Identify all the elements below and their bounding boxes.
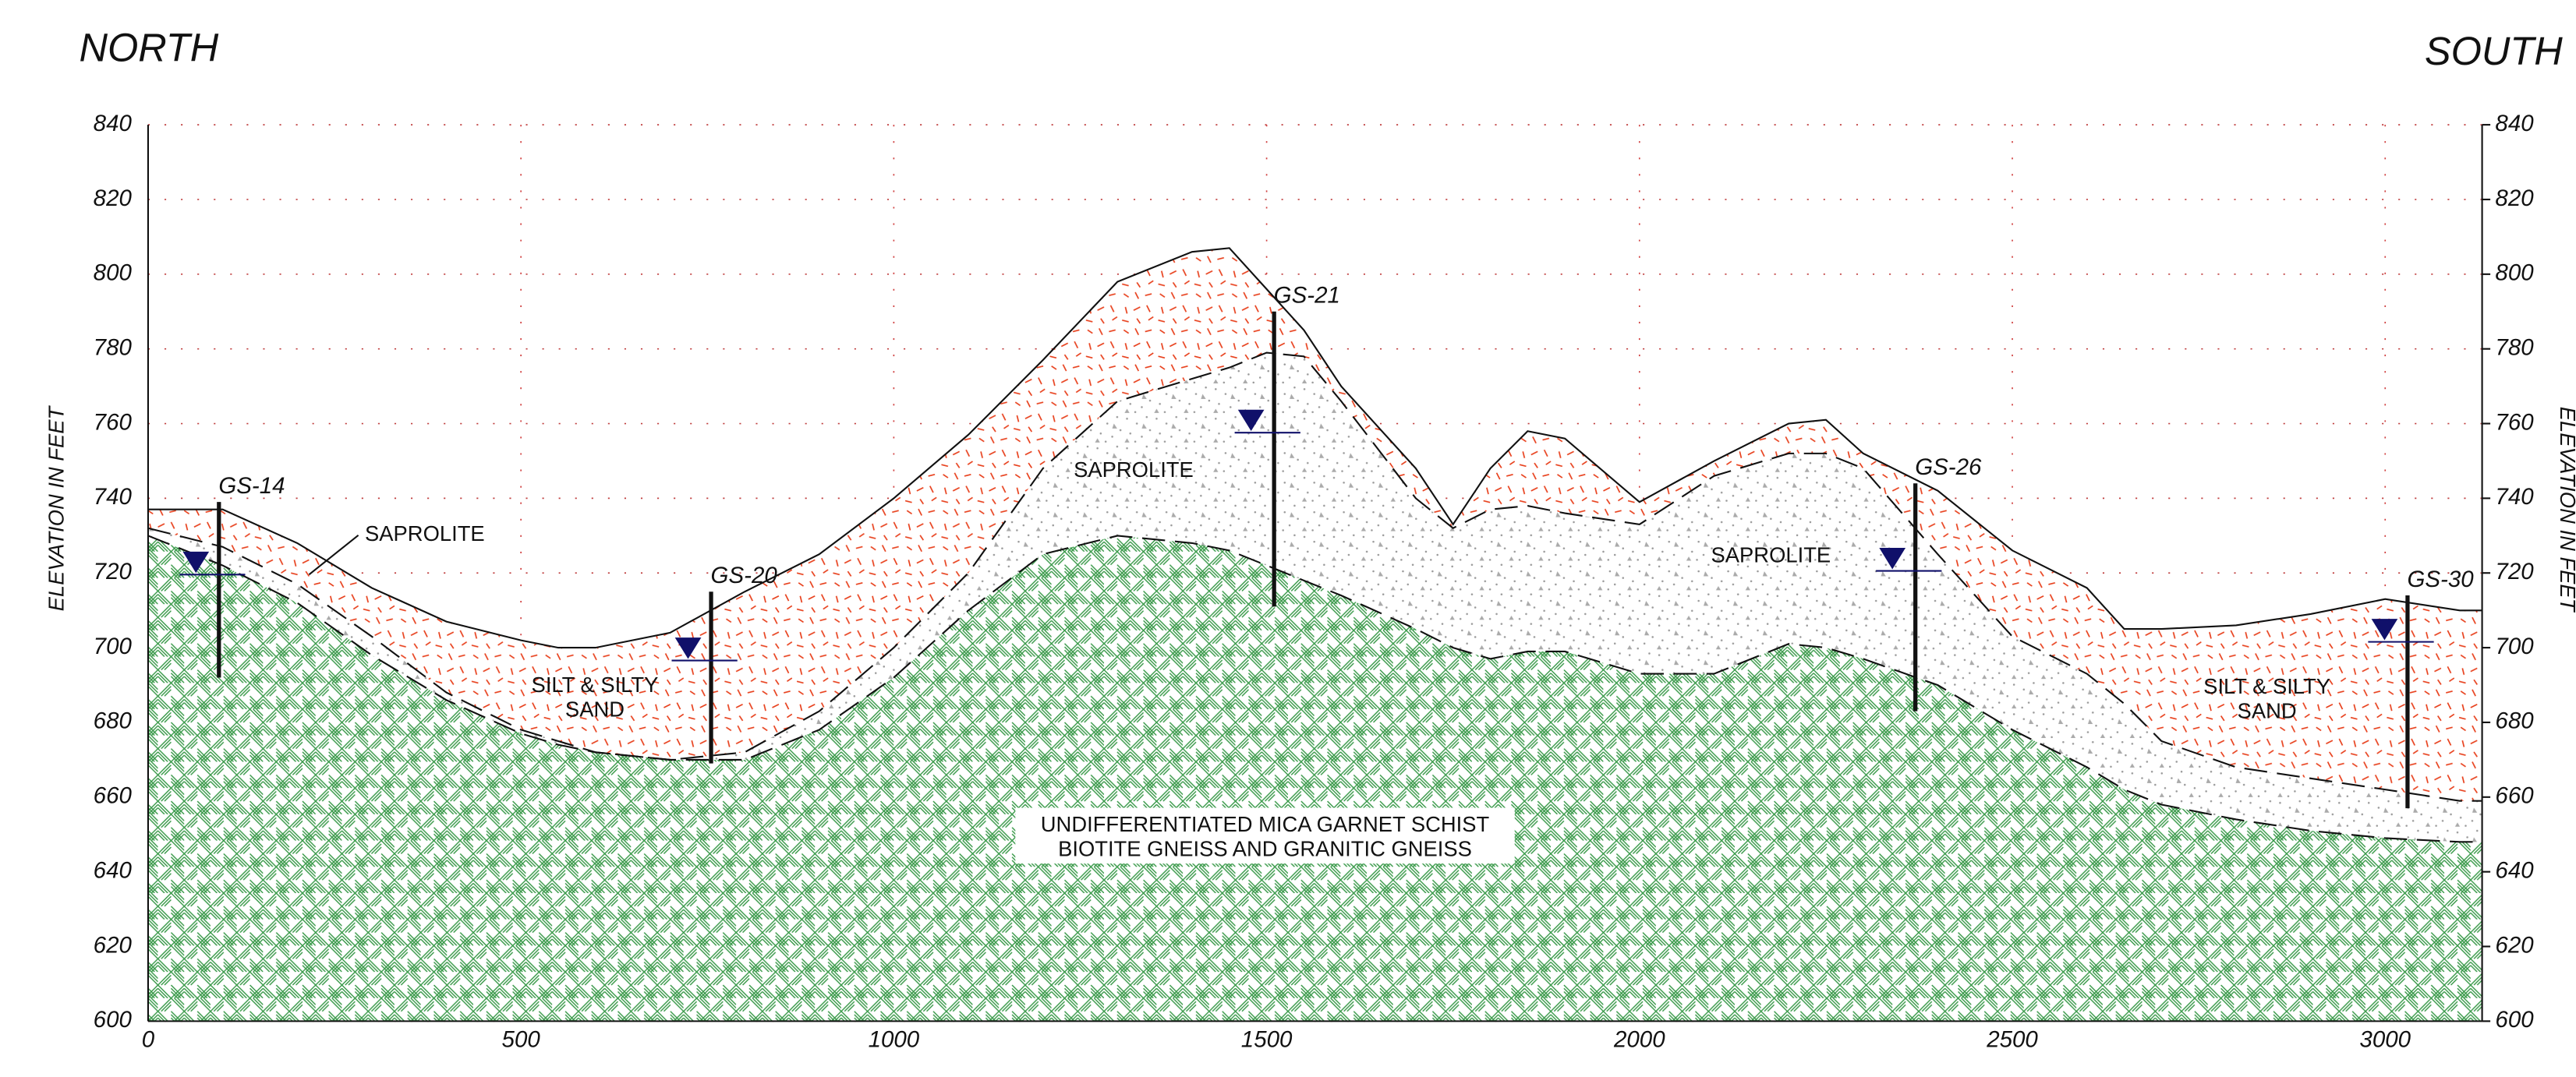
x-tick-label: 3000 [2359, 1026, 2411, 1052]
x-tick-label: 1500 [1241, 1026, 1293, 1052]
y-tick-label: 800 [94, 260, 133, 286]
layer-label: BIOTITE GNEISS AND GRANITIC GNEISS [1058, 837, 1472, 861]
borehole-label: GS-30 [2407, 567, 2474, 592]
y-tick-label: 600 [94, 1007, 133, 1033]
y-tick-label: 680 [94, 708, 133, 734]
y-tick-label: 820 [94, 185, 133, 211]
y-tick-label: 800 [2495, 260, 2534, 286]
y-tick-label: 840 [94, 111, 133, 136]
y-tick-label: 620 [2495, 932, 2534, 958]
x-tick-label: 2500 [1986, 1026, 2038, 1052]
y-tick-label: 700 [94, 634, 133, 659]
layer-label: SAPROLITE [1074, 457, 1194, 482]
y-tick-label: 680 [2495, 708, 2534, 734]
layer-label: SAND [565, 697, 625, 721]
layer-label: SAND [2238, 699, 2297, 723]
y-tick-label: 720 [94, 559, 133, 584]
borehole-label: GS-14 [218, 473, 285, 499]
x-tick-label: 500 [502, 1026, 541, 1052]
y-tick-label: 760 [2495, 409, 2534, 435]
y-tick-label: 700 [2495, 634, 2534, 659]
layer-label: SILT & SILTY [2203, 674, 2330, 698]
borehole-label: GS-20 [711, 563, 778, 588]
y-tick-label: 780 [2495, 334, 2534, 360]
y-tick-label: 780 [94, 334, 133, 360]
y-tick-label: 660 [2495, 783, 2534, 809]
chart: NORTH SOUTH ELEVATION IN FEET ELEVATION … [0, 0, 2576, 1077]
y-tick-label: 740 [94, 484, 133, 510]
layer-label: SILT & SILTY [532, 673, 659, 697]
y-tick-label: 640 [2495, 857, 2534, 883]
south-label: SOUTH [2425, 29, 2563, 73]
y-tick-label: 740 [2495, 484, 2534, 510]
layer-label: UNDIFFERENTIATED MICA GARNET SCHIST [1041, 812, 1490, 836]
y-tick-label: 760 [94, 409, 133, 435]
x-tick-label: 2000 [1613, 1026, 1665, 1052]
y-tick-label: 620 [94, 932, 133, 958]
borehole-label: GS-21 [1274, 283, 1340, 309]
y-axis-label: ELEVATION IN FEET [44, 404, 68, 611]
layer-label: SAPROLITE [1711, 542, 1831, 567]
y-tick-label: 600 [2495, 1007, 2534, 1033]
north-label: NORTH [79, 26, 218, 70]
y-tick-label: 720 [2495, 559, 2534, 584]
borehole-label: GS-26 [1915, 454, 1982, 480]
y-tick-label: 640 [94, 857, 133, 883]
y-tick-label: 820 [2495, 185, 2534, 211]
x-tick-label: 1000 [869, 1026, 920, 1052]
x-tick-label: 0 [142, 1026, 155, 1052]
y-tick-label: 660 [94, 783, 133, 809]
y-tick-label: 840 [2495, 111, 2534, 136]
layer-label: SAPROLITE [365, 521, 485, 546]
y-axis-label-right: ELEVATION IN FEET [2556, 407, 2576, 613]
